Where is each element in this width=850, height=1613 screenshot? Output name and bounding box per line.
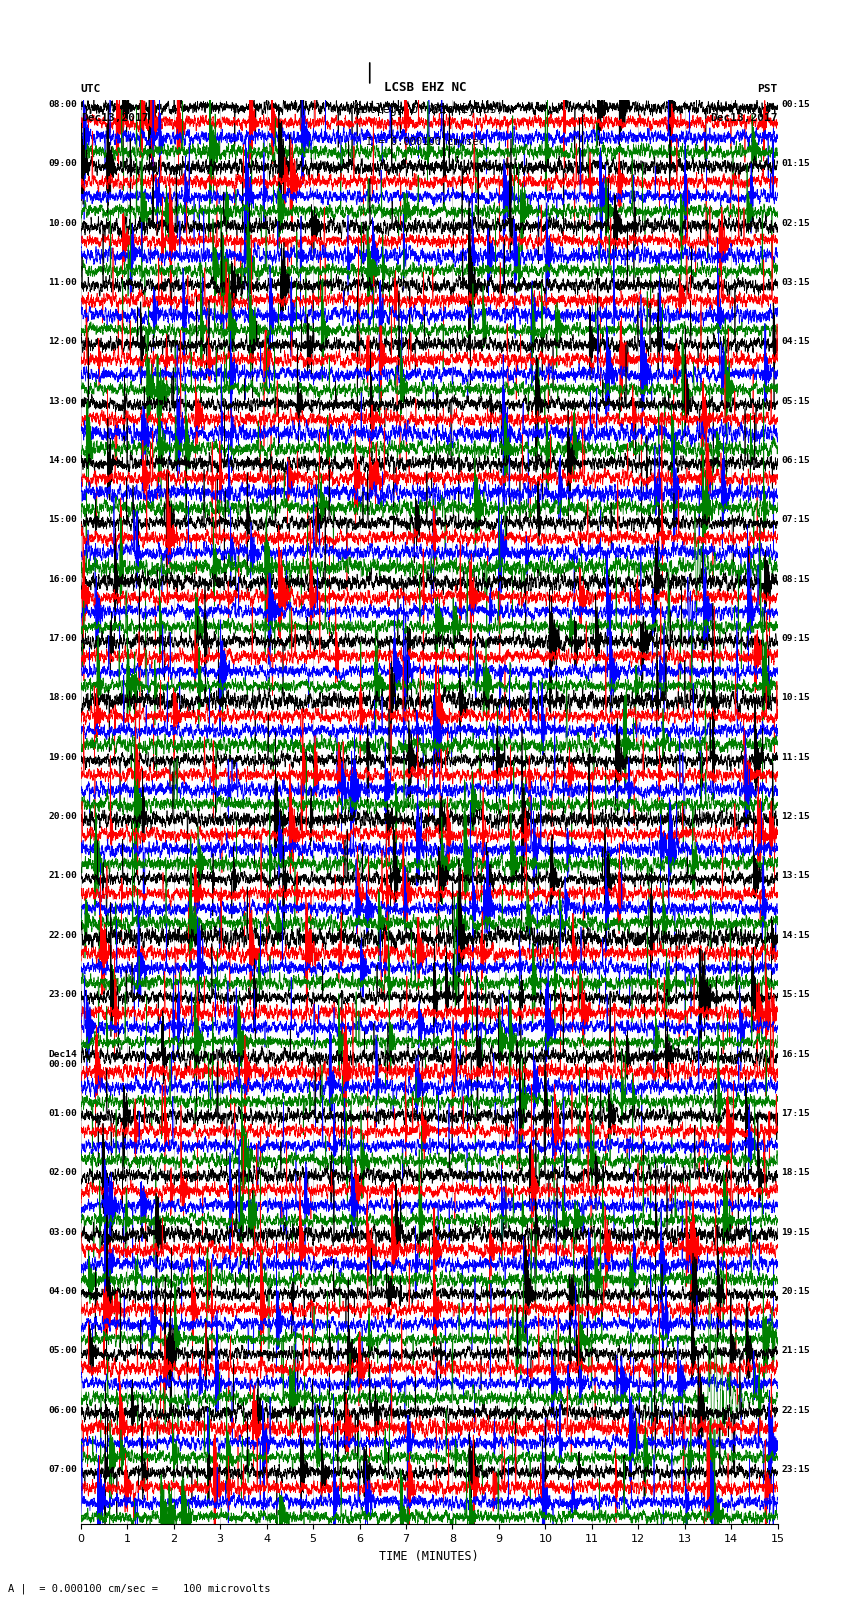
Text: UTC: UTC [81,84,101,94]
Text: 23:00: 23:00 [48,990,77,998]
Text: 02:15: 02:15 [781,219,810,227]
Text: 19:15: 19:15 [781,1227,810,1237]
Text: 13:15: 13:15 [781,871,810,881]
Text: 14:15: 14:15 [781,931,810,940]
X-axis label: TIME (MINUTES): TIME (MINUTES) [379,1550,479,1563]
Text: 18:15: 18:15 [781,1168,810,1177]
Text: Dec13,2017: Dec13,2017 [81,113,148,123]
Text: 17:00: 17:00 [48,634,77,644]
Text: 08:15: 08:15 [781,574,810,584]
Text: 11:15: 11:15 [781,753,810,761]
Text: 06:15: 06:15 [781,456,810,465]
Text: LCSB EHZ NC: LCSB EHZ NC [383,81,467,94]
Text: 23:15: 23:15 [781,1465,810,1474]
Text: 11:00: 11:00 [48,277,77,287]
Text: 09:15: 09:15 [781,634,810,644]
Text: 21:00: 21:00 [48,871,77,881]
Text: 02:00: 02:00 [48,1168,77,1177]
Text: 07:15: 07:15 [781,516,810,524]
Text: 03:00: 03:00 [48,1227,77,1237]
Text: I = 0.000100 cm/sec: I = 0.000100 cm/sec [366,137,484,147]
Text: 12:15: 12:15 [781,813,810,821]
Text: 15:15: 15:15 [781,990,810,998]
Text: 09:00: 09:00 [48,160,77,168]
Text: 18:00: 18:00 [48,694,77,702]
Text: 12:00: 12:00 [48,337,77,347]
Text: 21:15: 21:15 [781,1347,810,1355]
Text: 05:15: 05:15 [781,397,810,406]
Text: 22:00: 22:00 [48,931,77,940]
Text: 20:15: 20:15 [781,1287,810,1295]
Text: 16:15: 16:15 [781,1050,810,1058]
Text: 05:00: 05:00 [48,1347,77,1355]
Text: 04:00: 04:00 [48,1287,77,1295]
Text: 01:15: 01:15 [781,160,810,168]
Text: Dec13,2017: Dec13,2017 [711,113,778,123]
Text: 00:15: 00:15 [781,100,810,110]
Text: (College of Siskiyous): (College of Siskiyous) [347,103,503,116]
Text: 06:00: 06:00 [48,1405,77,1415]
Text: 13:00: 13:00 [48,397,77,406]
Text: 17:15: 17:15 [781,1108,810,1118]
Text: 10:15: 10:15 [781,694,810,702]
Text: 20:00: 20:00 [48,813,77,821]
Text: 08:00: 08:00 [48,100,77,110]
Text: 14:00: 14:00 [48,456,77,465]
Text: 22:15: 22:15 [781,1405,810,1415]
Text: 10:00: 10:00 [48,219,77,227]
Text: A |  = 0.000100 cm/sec =    100 microvolts: A | = 0.000100 cm/sec = 100 microvolts [8,1582,271,1594]
Text: 19:00: 19:00 [48,753,77,761]
Text: PST: PST [757,84,778,94]
Text: 04:15: 04:15 [781,337,810,347]
Text: 01:00: 01:00 [48,1108,77,1118]
Text: 15:00: 15:00 [48,516,77,524]
Text: Dec14
00:00: Dec14 00:00 [48,1050,77,1069]
Text: 07:00: 07:00 [48,1465,77,1474]
Text: 03:15: 03:15 [781,277,810,287]
Text: 16:00: 16:00 [48,574,77,584]
